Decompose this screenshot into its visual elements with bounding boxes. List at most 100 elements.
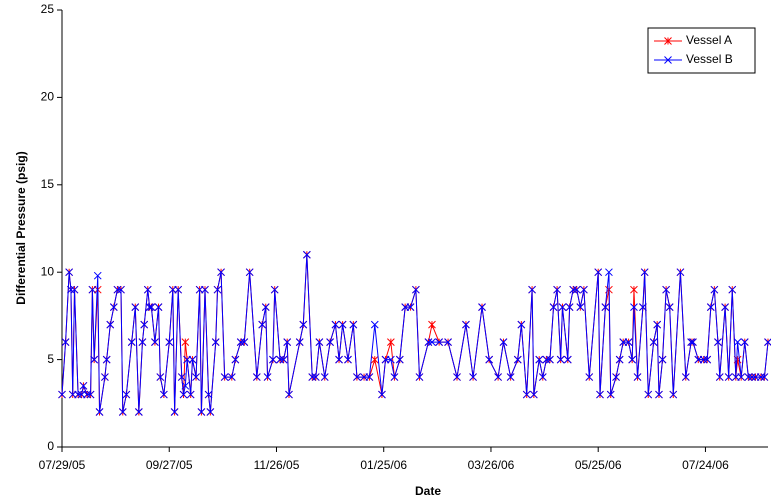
marker xyxy=(145,303,154,312)
marker xyxy=(565,303,574,312)
marker xyxy=(665,303,674,312)
marker xyxy=(147,303,156,312)
marker xyxy=(245,268,254,277)
x-tick-label: 03/26/06 xyxy=(468,458,515,472)
marker xyxy=(756,373,765,381)
marker xyxy=(231,355,240,364)
marker xyxy=(101,373,109,381)
marker xyxy=(740,338,749,346)
marker xyxy=(633,373,642,381)
marker xyxy=(601,303,610,312)
marker xyxy=(258,320,267,329)
series-line xyxy=(61,254,769,413)
marker xyxy=(453,373,461,381)
y-tick-label: 0 xyxy=(47,439,54,453)
marker xyxy=(127,338,136,346)
marker xyxy=(387,338,395,346)
marker xyxy=(315,338,324,346)
marker xyxy=(530,390,538,399)
marker xyxy=(181,338,190,346)
x-tick-label: 07/29/05 xyxy=(39,458,86,472)
x-axis-label: Date xyxy=(415,484,441,498)
marker xyxy=(109,303,118,312)
series-line xyxy=(61,254,769,413)
marker xyxy=(102,355,111,364)
marker xyxy=(624,338,633,346)
x-tick-label: 09/27/05 xyxy=(146,458,193,472)
marker xyxy=(270,285,279,294)
marker xyxy=(462,320,470,329)
marker xyxy=(760,373,769,381)
marker xyxy=(699,355,708,364)
marker xyxy=(406,303,415,312)
marker xyxy=(353,373,361,381)
marker xyxy=(151,338,159,346)
marker xyxy=(67,285,75,294)
marker xyxy=(378,390,386,399)
marker xyxy=(485,355,494,364)
marker xyxy=(606,390,615,399)
y-axis-label: Differential Pressure (psig) xyxy=(14,151,28,304)
marker xyxy=(365,373,374,381)
marker xyxy=(370,355,379,364)
marker xyxy=(639,303,647,312)
marker xyxy=(428,338,436,346)
marker xyxy=(721,303,729,312)
marker xyxy=(676,268,685,277)
marker xyxy=(513,355,522,364)
marker xyxy=(478,303,486,312)
marker xyxy=(106,320,115,329)
marker xyxy=(143,285,152,294)
marker xyxy=(640,268,649,277)
marker xyxy=(535,355,544,364)
marker xyxy=(240,338,249,346)
marker xyxy=(494,373,502,381)
marker xyxy=(58,390,66,399)
marker xyxy=(79,381,88,390)
marker xyxy=(95,408,104,416)
marker xyxy=(320,373,329,381)
marker xyxy=(220,373,229,381)
marker xyxy=(658,355,667,364)
marker xyxy=(74,390,82,399)
marker xyxy=(88,285,97,294)
marker xyxy=(596,390,604,399)
marker xyxy=(140,320,149,329)
marker xyxy=(197,408,206,416)
marker xyxy=(192,373,200,381)
marker xyxy=(558,303,567,312)
marker xyxy=(90,355,99,364)
marker xyxy=(549,303,558,312)
marker xyxy=(370,320,379,329)
y-tick-label: 20 xyxy=(41,90,55,104)
marker xyxy=(499,338,508,346)
marker xyxy=(213,285,222,294)
marker xyxy=(349,320,358,329)
marker xyxy=(553,285,561,294)
marker xyxy=(326,338,334,346)
marker xyxy=(664,56,672,64)
marker xyxy=(556,355,565,364)
marker xyxy=(186,390,195,399)
y-tick-label: 5 xyxy=(47,352,54,366)
y-tick-label: 15 xyxy=(41,177,55,191)
marker xyxy=(681,373,690,381)
marker xyxy=(170,408,179,416)
marker xyxy=(311,373,320,381)
x-tick-label: 07/24/06 xyxy=(682,458,729,472)
marker xyxy=(630,303,638,312)
marker xyxy=(428,320,436,329)
marker xyxy=(546,355,554,364)
marker xyxy=(154,303,163,312)
marker xyxy=(669,390,678,399)
marker xyxy=(542,355,551,364)
marker xyxy=(263,373,272,381)
marker xyxy=(728,285,737,294)
marker xyxy=(285,390,293,399)
marker xyxy=(138,338,147,346)
marker xyxy=(201,285,209,294)
marker xyxy=(217,268,225,277)
marker xyxy=(338,320,347,329)
marker xyxy=(714,338,722,346)
